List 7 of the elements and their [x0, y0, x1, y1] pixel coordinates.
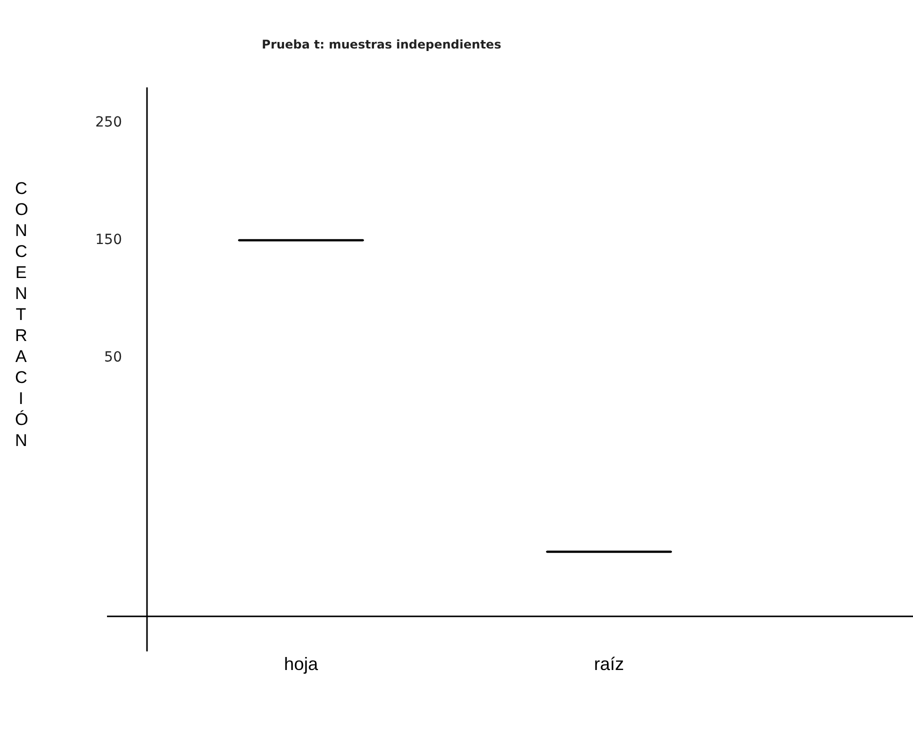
y-tick-label: 50	[104, 349, 122, 366]
x-tick-label: raíz	[594, 654, 624, 674]
text: CONCENTRACIÓN	[15, 179, 28, 450]
y-tick-label: 150	[95, 232, 122, 248]
y-tick-label: 250	[95, 114, 122, 130]
chart-title: Prueba t: muestras independientes	[262, 37, 502, 52]
x-tick-label: hoja	[284, 654, 320, 674]
